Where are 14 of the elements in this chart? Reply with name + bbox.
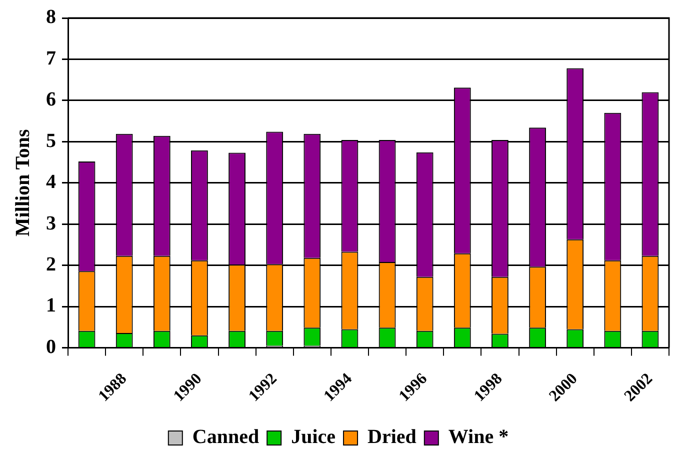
y-tick-label: 6	[46, 88, 56, 111]
y-tick-label: 7	[46, 47, 56, 70]
legend-label: Wine *	[448, 426, 509, 448]
y-tick-label: 8	[46, 6, 56, 28]
y-tick-label: 2	[46, 254, 56, 276]
legend-label: Canned	[192, 426, 260, 448]
legend-label: Dried	[368, 426, 416, 448]
y-tick-label: 4	[46, 171, 56, 194]
y-tick-label: 0	[46, 336, 56, 358]
y-tick-label: 3	[46, 212, 56, 234]
y-tick-label: 5	[46, 130, 56, 152]
y-tick-label: 1	[46, 294, 56, 317]
y-axis-title: Million Tons	[12, 129, 34, 237]
legend-label: Juice	[291, 426, 336, 448]
